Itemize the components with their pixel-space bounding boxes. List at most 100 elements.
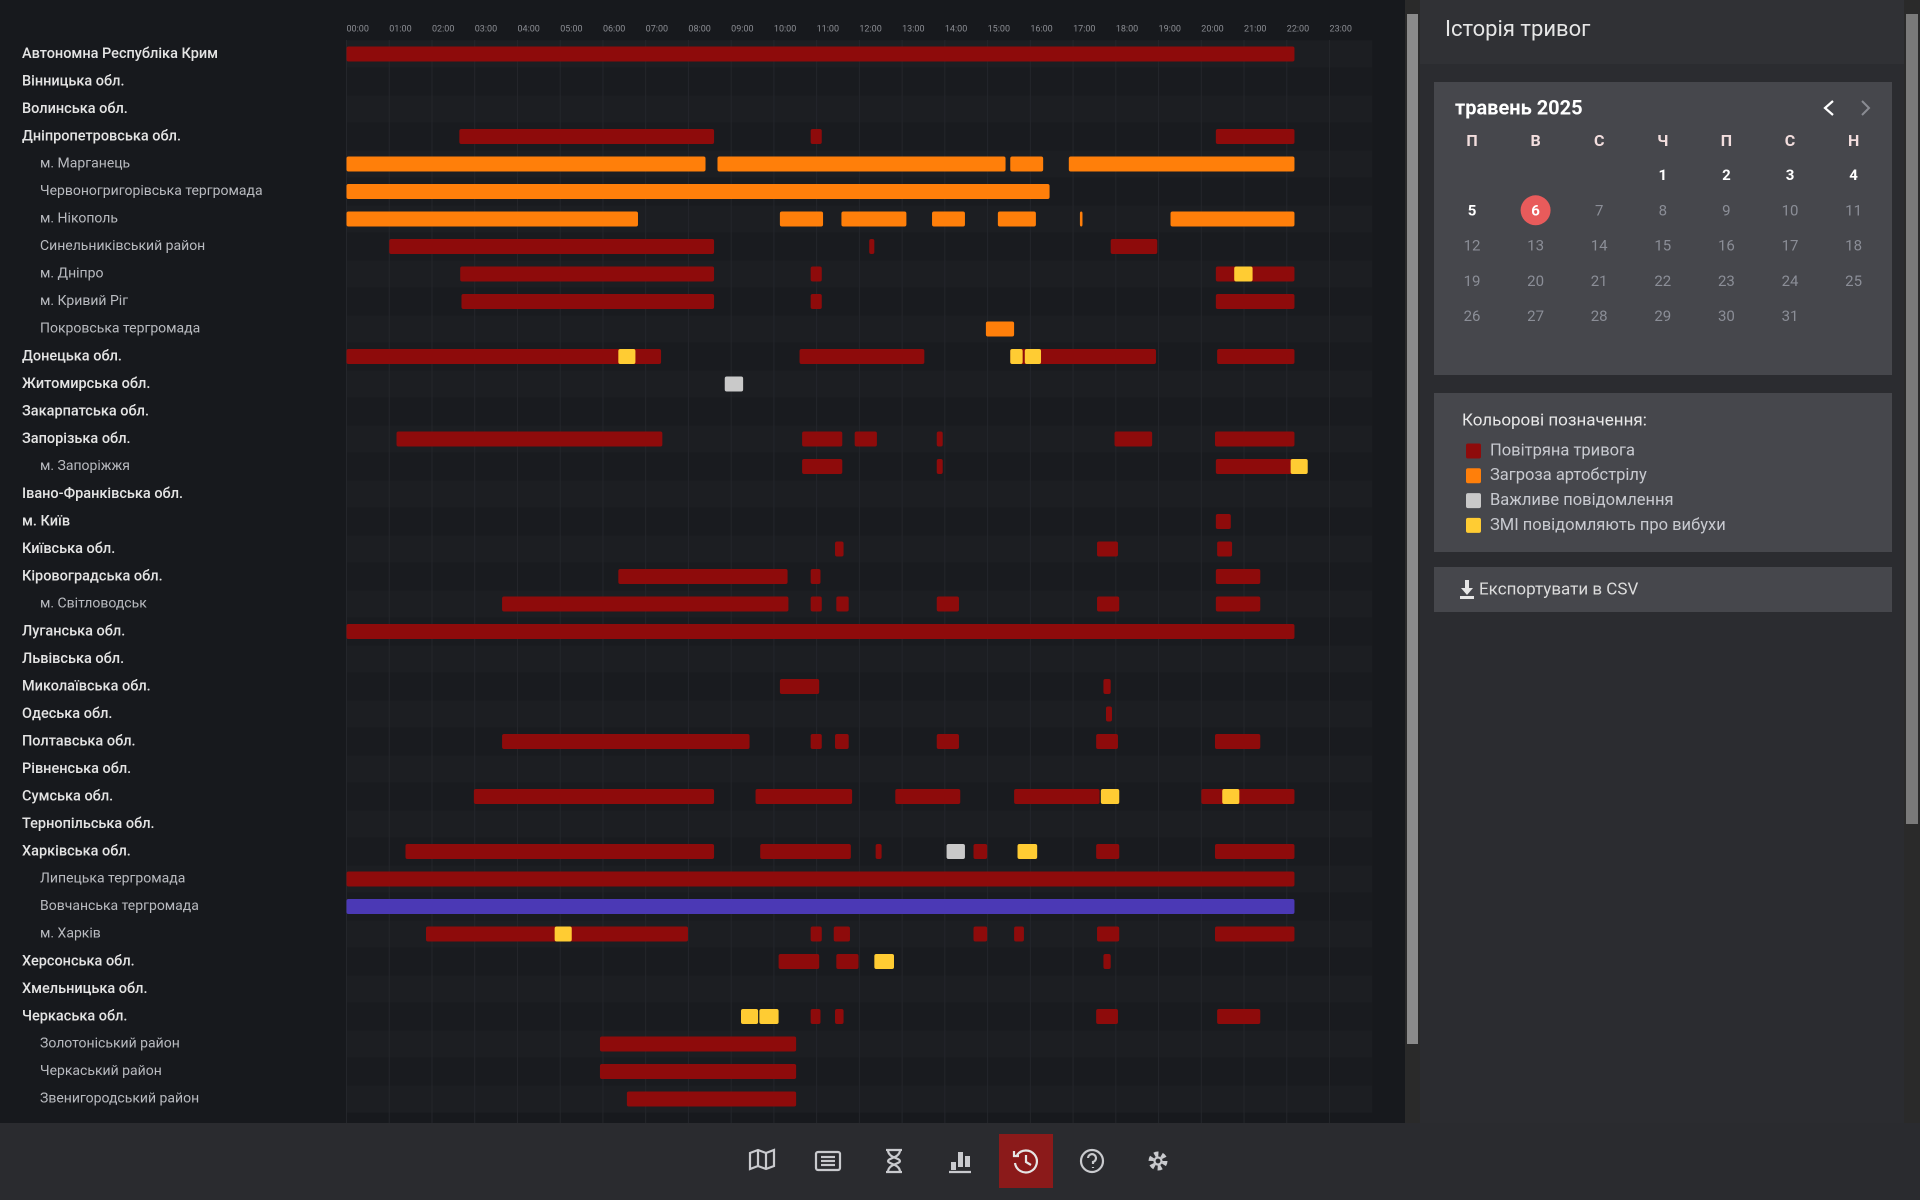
region-label: Донецька обл.	[22, 347, 122, 364]
region-label: Одеська обл.	[22, 705, 112, 722]
hour-label: 16:00	[1030, 24, 1052, 34]
region-label: Рівненська обл.	[22, 760, 131, 777]
day[interactable]: 21	[1591, 272, 1608, 290]
day[interactable]: 22	[1654, 272, 1671, 290]
nav-icon[interactable]	[814, 1150, 842, 1172]
day[interactable]: 17	[1782, 237, 1799, 255]
day[interactable]: 7	[1595, 201, 1603, 219]
day[interactable]: 13	[1527, 237, 1544, 255]
nav-icon[interactable]	[1079, 1148, 1105, 1174]
day[interactable]: 24	[1782, 272, 1799, 290]
day[interactable]: 3	[1786, 166, 1795, 184]
alert-bar	[1079, 211, 1083, 227]
alert-bar	[1234, 266, 1253, 282]
alert-bar	[932, 211, 965, 227]
region-label: Липецька тергромада	[40, 871, 185, 887]
day[interactable]: 1	[1658, 166, 1667, 184]
alert-bar	[1097, 596, 1120, 612]
alert-bar	[835, 1009, 844, 1024]
alert-bar	[396, 431, 663, 447]
alert-bar	[810, 1009, 821, 1024]
scrollbar-thumb[interactable]	[1407, 14, 1418, 1044]
hour-label: 08:00	[688, 24, 710, 34]
region-label: Синельниківський район	[40, 238, 205, 254]
alert-bar	[346, 184, 1050, 199]
export-label[interactable]: Експортувати в CSV	[1479, 579, 1638, 599]
region-label: Харківська обл.	[22, 842, 131, 859]
nav-icon[interactable]	[748, 1148, 776, 1171]
day[interactable]: 16	[1718, 237, 1735, 255]
alert-bar	[1068, 156, 1295, 172]
alert-bar	[973, 844, 988, 859]
day[interactable]: 2	[1722, 166, 1731, 184]
day[interactable]: 20	[1527, 272, 1544, 290]
legend-label: ЗМІ повідомляють про вибухи	[1490, 516, 1726, 535]
weekday: Ч	[1657, 131, 1668, 150]
alert-bar	[626, 1091, 797, 1107]
day[interactable]: 9	[1722, 201, 1730, 219]
alert-bar	[1215, 459, 1295, 474]
alert-bar	[755, 789, 853, 804]
weekday: С	[1785, 131, 1795, 150]
day[interactable]: 29	[1654, 307, 1671, 325]
export-button[interactable]	[1434, 567, 1892, 612]
day[interactable]: 26	[1464, 307, 1481, 325]
download-icon	[1460, 580, 1474, 599]
nav-icon[interactable]	[886, 1148, 902, 1174]
day[interactable]: 15	[1654, 237, 1671, 255]
alert-bar	[1290, 459, 1308, 474]
nav-icon[interactable]	[1012, 1149, 1038, 1174]
alert-bar	[1215, 569, 1261, 584]
icon-part	[965, 1156, 970, 1167]
alert-bar	[1214, 844, 1295, 859]
day[interactable]: 30	[1718, 307, 1735, 325]
alert-bar	[405, 844, 715, 859]
day[interactable]: 12	[1464, 237, 1481, 255]
day[interactable]: 4	[1849, 166, 1858, 184]
alert-bar	[599, 1064, 797, 1079]
day[interactable]: 5	[1468, 201, 1477, 219]
day[interactable]: 8	[1659, 201, 1667, 219]
day[interactable]: 27	[1527, 307, 1544, 325]
day[interactable]: 19	[1464, 272, 1481, 290]
day[interactable]: 14	[1591, 237, 1608, 255]
region-label: м. Марганець	[40, 156, 130, 172]
region-label: Полтавська обл.	[22, 732, 136, 749]
region-label: Закарпатська обл.	[22, 402, 149, 419]
region-label: Черкаський район	[40, 1063, 162, 1079]
alert-bar	[717, 156, 1006, 172]
region-label: м. Харків	[40, 926, 101, 942]
day[interactable]: 11	[1845, 201, 1862, 219]
alert-bar	[810, 569, 821, 584]
day[interactable]: 18	[1845, 237, 1862, 255]
region-label: м. Нікополь	[40, 211, 118, 227]
alert-bar	[973, 926, 988, 942]
weekday: П	[1721, 131, 1732, 150]
day[interactable]: 28	[1591, 307, 1608, 325]
day[interactable]: 6	[1531, 201, 1540, 219]
nav-icon[interactable]	[1148, 1151, 1168, 1171]
alert-bar	[1170, 211, 1295, 227]
alert-bar	[875, 844, 882, 859]
alert-bar	[1215, 129, 1295, 144]
alert-bar	[1103, 954, 1111, 969]
alert-bar	[502, 596, 789, 612]
region-label: Миколаївська обл.	[22, 677, 151, 694]
alert-bar	[946, 844, 965, 859]
hour-label: 09:00	[731, 24, 753, 34]
region-label: м. Київ	[22, 512, 70, 529]
day[interactable]: 31	[1782, 307, 1799, 325]
day[interactable]: 23	[1718, 272, 1735, 290]
nav-icon[interactable]	[949, 1152, 971, 1174]
alert-bar	[473, 789, 715, 804]
next-month[interactable]	[1861, 100, 1871, 116]
hour-label: 22:00	[1287, 24, 1309, 34]
day[interactable]: 25	[1845, 272, 1862, 290]
icon-part	[748, 1148, 776, 1171]
alert-bar	[1010, 156, 1044, 172]
scrollbar-thumb[interactable]	[1906, 14, 1918, 824]
legend-label: Загроза артобстрілу	[1490, 466, 1647, 485]
day[interactable]: 10	[1782, 201, 1799, 219]
prev-month[interactable]	[1823, 100, 1834, 116]
region-label: Волинська обл.	[22, 100, 128, 117]
